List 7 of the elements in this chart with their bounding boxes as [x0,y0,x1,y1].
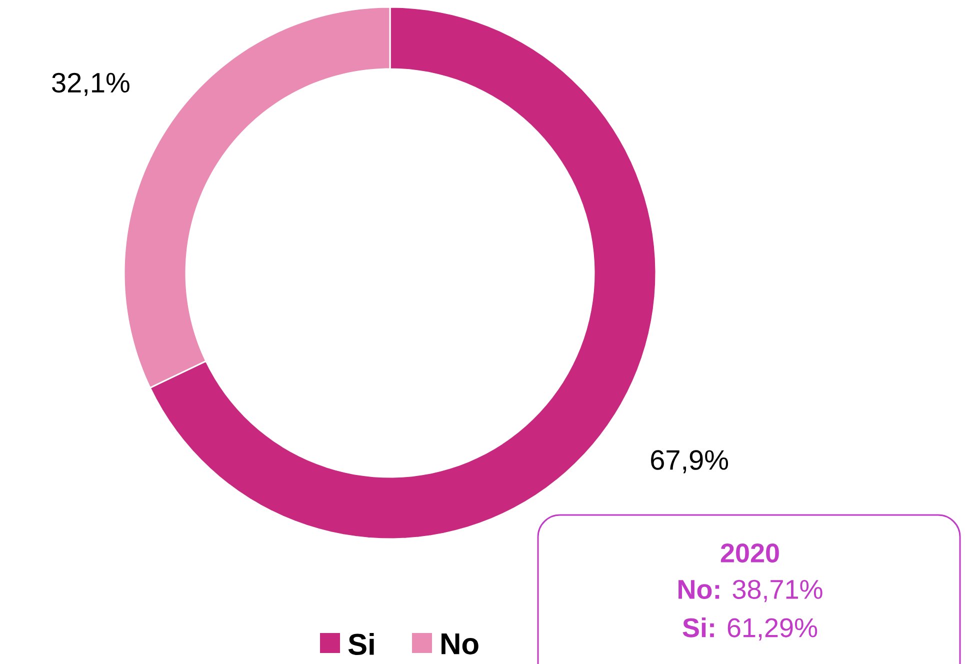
text: 2020 [720,543,779,563]
legend-label: No [442,634,478,654]
legend-label: Si [348,632,374,656]
text: No: 38,71% [678,580,822,602]
data-label: 67,9% [651,450,728,474]
data-label: 32,1% [52,72,130,96]
text: Si: 61,29% [682,617,818,641]
